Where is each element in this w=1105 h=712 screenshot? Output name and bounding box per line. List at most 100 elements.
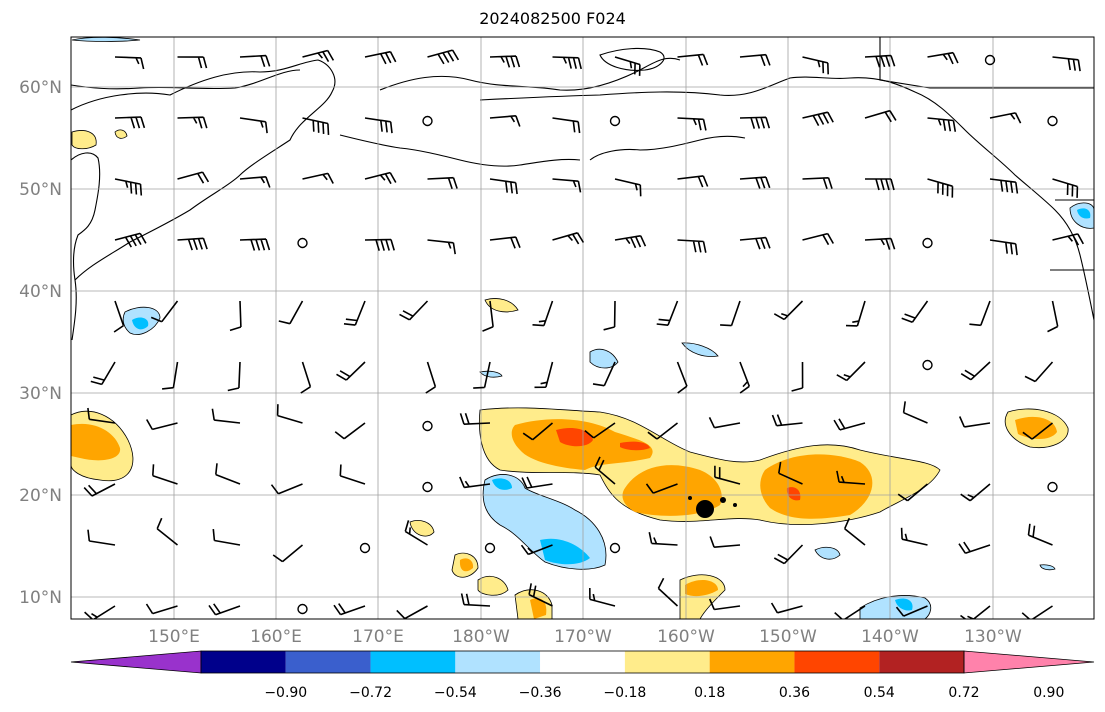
- colorbar-swatch: [794, 651, 880, 673]
- wind-barbs: [83, 49, 1085, 619]
- wind-barb: [177, 237, 208, 251]
- wind-barb: [177, 56, 208, 69]
- lon-label: 130°W: [964, 627, 1022, 647]
- wind-barb: [302, 117, 330, 135]
- wind-barb: [364, 238, 395, 251]
- wind-barb: [552, 178, 582, 193]
- wind-barb: [773, 544, 804, 565]
- wind-barb: [404, 520, 428, 546]
- wind-barb: [302, 49, 335, 62]
- wind-barb: [584, 422, 616, 439]
- colorbar-swatch: [624, 651, 710, 673]
- colorbar-tick-label: −0.18: [603, 685, 646, 701]
- colorbar-swatch: [370, 651, 456, 673]
- wind-barb: [339, 464, 366, 485]
- calm-wind-marker: [484, 542, 496, 554]
- colorbar-tick-label: −0.36: [519, 685, 562, 701]
- lon-label: 180°W: [452, 627, 510, 647]
- wind-barb: [739, 176, 771, 189]
- wind-barb: [773, 300, 804, 321]
- wind-barb: [278, 300, 304, 325]
- wind-barb: [522, 422, 554, 441]
- wind-barb: [427, 49, 460, 65]
- wind-barb: [113, 300, 125, 333]
- wind-barb: [489, 55, 521, 68]
- wind-barb: [427, 176, 458, 189]
- latitude-labels: 60°N 50°N 40°N 30°N 20°N 10°N: [19, 78, 62, 608]
- colorbar-tick-label: −0.54: [434, 685, 477, 701]
- wind-barb: [865, 178, 895, 191]
- wind-barb: [989, 178, 1019, 194]
- wind-barb: [614, 178, 642, 197]
- colorbar-extend-high: [963, 650, 1095, 674]
- wind-barb: [709, 536, 741, 548]
- wind-barb: [528, 583, 553, 607]
- wind-barb: [770, 602, 803, 614]
- lon-label: 170°E: [352, 627, 404, 647]
- wind-barb: [927, 178, 954, 198]
- wind-barb: [145, 603, 178, 615]
- wind-barb: [482, 300, 494, 332]
- wind-barb: [714, 465, 741, 485]
- colorbar-swatch: [879, 651, 964, 673]
- wind-barb: [534, 361, 554, 389]
- gridlines: [71, 37, 1094, 619]
- colorbar-swatch: [285, 651, 371, 673]
- wind-barb: [114, 232, 147, 248]
- wind-barb: [927, 117, 957, 132]
- wind-barb: [520, 544, 553, 556]
- islands: [688, 496, 737, 518]
- colorbar-tick-label: 0.90: [1033, 685, 1064, 701]
- longitude-labels: 150°E 160°E 170°E 180°W 170°W 160°W 150°…: [148, 627, 1022, 647]
- wind-barb: [592, 361, 616, 387]
- wind-barb: [229, 300, 242, 332]
- wind-barb: [647, 422, 678, 440]
- shaded-anomaly-fields: [71, 37, 1094, 619]
- wind-barb: [739, 53, 771, 67]
- lon-label: 150°W: [759, 627, 817, 647]
- calm-wind-marker: [609, 542, 621, 554]
- wind-barb: [114, 178, 143, 196]
- wind-barb: [521, 476, 553, 489]
- wind-barb: [648, 532, 678, 546]
- wind-barb: [302, 172, 334, 184]
- colorbar-extend-low: [70, 650, 202, 674]
- wind-barb: [227, 361, 241, 392]
- wind-barb: [489, 115, 521, 127]
- wind-barb: [552, 117, 581, 134]
- map-frame: [70, 36, 1095, 620]
- wind-barb: [802, 56, 829, 75]
- wind-barb: [656, 300, 679, 326]
- wind-barb: [614, 56, 641, 76]
- wind-barb: [720, 300, 741, 327]
- wind-barb: [739, 236, 771, 250]
- wind-barb: [460, 593, 491, 607]
- colorbar-swatch: [201, 651, 286, 673]
- wind-barb: [845, 300, 866, 327]
- wind-barb: [162, 361, 179, 390]
- colorbar-tick-label: −0.72: [349, 685, 392, 701]
- wind-barb: [364, 50, 397, 65]
- wind-barb: [473, 361, 491, 389]
- wind-barb: [425, 361, 437, 394]
- wind-barb: [334, 422, 366, 440]
- lon-label: 170°W: [554, 627, 612, 647]
- colorbar-tick-label: 0.18: [694, 685, 725, 701]
- colorbar-tick-label: 0.72: [948, 685, 979, 701]
- wind-barb: [864, 54, 896, 68]
- calm-wind-marker: [984, 54, 996, 66]
- calm-wind-marker: [1047, 115, 1058, 127]
- wind-barb: [843, 517, 866, 546]
- wind-barb: [677, 239, 707, 253]
- wind-barb: [1021, 605, 1053, 619]
- wind-barb: [211, 408, 241, 424]
- wind-barb: [272, 544, 304, 563]
- colorbar-swatch: [540, 651, 625, 673]
- colorbar-swatch: [455, 651, 541, 673]
- wind-barb: [989, 239, 1018, 256]
- coastlines: [71, 37, 1094, 341]
- wind-barb: [989, 112, 1022, 124]
- wind-barb: [589, 587, 616, 607]
- wind-barb: [399, 300, 429, 321]
